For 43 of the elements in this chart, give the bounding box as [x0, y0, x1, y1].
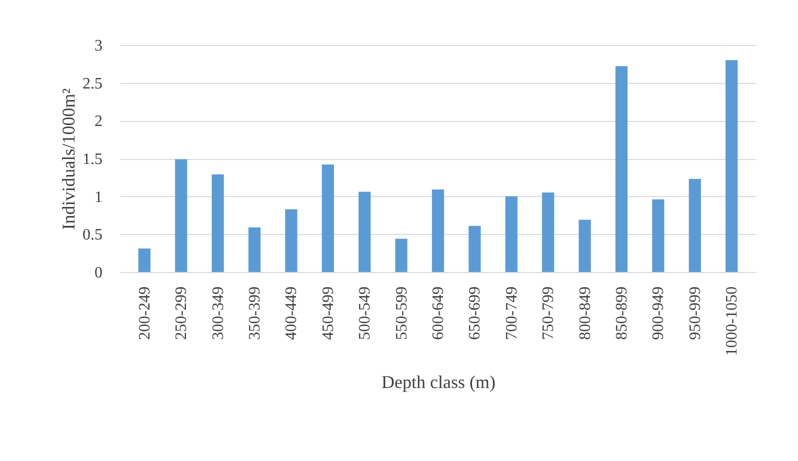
x-tick-label: 750-799	[540, 286, 558, 340]
x-tick-label: 300-349	[210, 286, 227, 340]
x-tick-label: 250-299	[173, 286, 190, 340]
x-tick-label: 500-549	[356, 286, 374, 340]
y-tick-label: 1	[94, 188, 102, 206]
bar	[358, 192, 371, 272]
y-axis-title: Individuals/1000m²	[58, 88, 78, 230]
bar	[468, 226, 481, 272]
x-tick-label: 550-599	[393, 286, 410, 340]
bar	[175, 159, 188, 272]
x-tick-label: 200-249	[136, 286, 154, 340]
x-tick-label: 450-499	[320, 286, 337, 340]
bar	[652, 199, 664, 272]
x-tick-label: 900-949	[650, 286, 668, 340]
x-tick-label: 650-699	[466, 286, 484, 340]
bar	[542, 192, 554, 272]
bar	[212, 174, 224, 272]
y-tick-label: 2	[94, 113, 102, 130]
y-tick-label: 3	[94, 38, 102, 54]
bar	[248, 227, 261, 272]
x-tick-label: 1000-1050	[724, 286, 741, 356]
y-tick-label: 0	[94, 264, 102, 282]
x-tick-label: 600-649	[430, 286, 447, 340]
x-tick-label: 400-449	[283, 286, 300, 340]
bar	[578, 220, 591, 272]
y-tick-label: 2.5	[82, 75, 102, 92]
x-tick-label: 850-899	[613, 286, 630, 340]
bar	[395, 238, 408, 272]
y-tick-label: 0.5	[82, 226, 102, 244]
bar	[138, 248, 150, 272]
x-tick-label: 350-399	[246, 286, 264, 340]
bar	[688, 178, 701, 272]
x-tick-label: 950-999	[686, 286, 704, 340]
bar	[615, 66, 628, 272]
bar	[432, 190, 444, 272]
bar	[285, 209, 298, 272]
x-tick-label: 800-849	[576, 286, 594, 340]
y-tick-label: 1.5	[82, 151, 102, 168]
bar	[322, 164, 334, 272]
bar	[505, 196, 518, 272]
x-axis-title: Depth class (m)	[382, 372, 496, 392]
bar	[726, 60, 738, 272]
x-tick-label: 700-749	[503, 286, 520, 340]
